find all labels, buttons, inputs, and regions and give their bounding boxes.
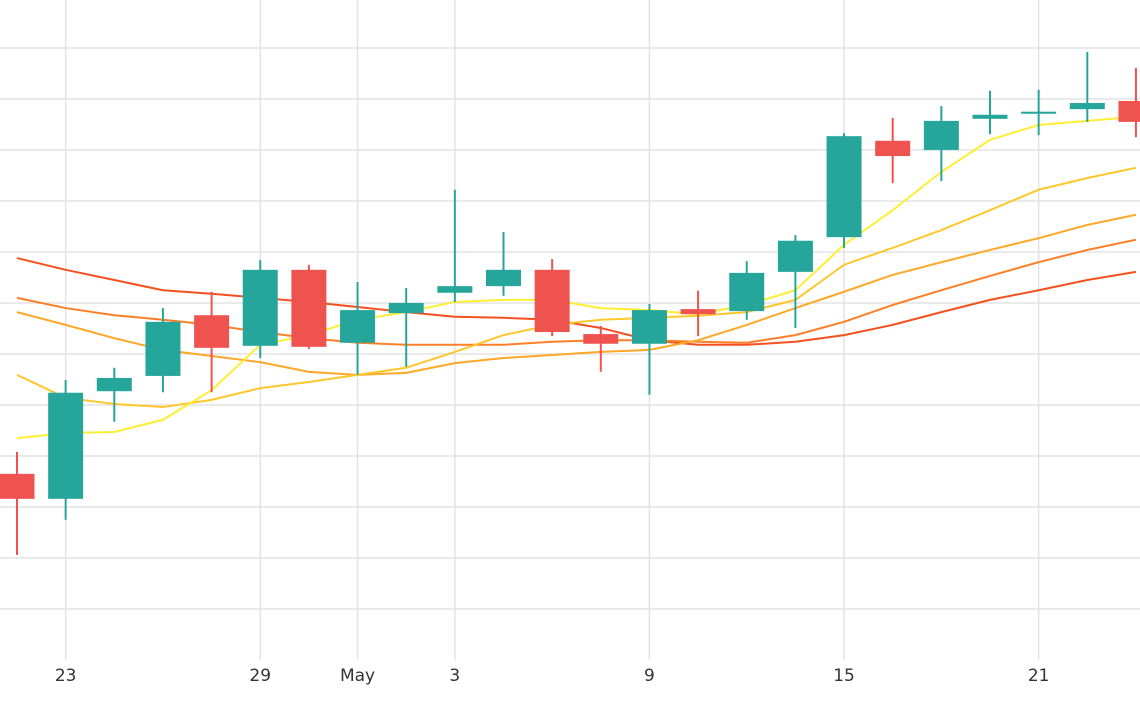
candle-body [1021,111,1057,114]
moving-average-line [16,213,1137,376]
candle-body [534,269,570,333]
candle-body [0,473,35,499]
candle-body [1118,100,1140,122]
x-tick-label: 23 [55,666,77,686]
candle-body [145,321,181,376]
x-tick-label: 21 [1028,666,1050,686]
moving-average-line [16,257,1137,346]
candle-body [437,286,473,293]
moving-averages [16,115,1137,440]
moving-average-line [16,166,1137,409]
x-tick-label: 29 [249,666,271,686]
candle-body [388,302,424,314]
candle-body [486,269,521,287]
candle-body [972,114,1008,119]
candles [0,52,1140,555]
candle-body [923,120,959,150]
candle-body [875,140,911,157]
x-tick-label: May [340,666,375,686]
candle-body [96,377,132,392]
candle-body [340,310,376,343]
x-tick-label: 3 [449,666,460,686]
candle-body [729,272,765,312]
candle-body [680,309,716,315]
candle-body [1069,103,1105,110]
candle-body [48,392,84,499]
moving-average-line [16,115,1137,440]
x-tick-label: 15 [833,666,855,686]
candle-body [826,136,862,238]
candle-body [194,315,230,348]
x-axis: 23 29 May 3 9 15 21 [55,666,1050,686]
candle-body [242,269,278,346]
candle-body [291,269,327,347]
candle-body [631,310,667,344]
candle-body [777,240,813,272]
x-tick-label: 9 [644,666,655,686]
candle-body [583,334,619,344]
